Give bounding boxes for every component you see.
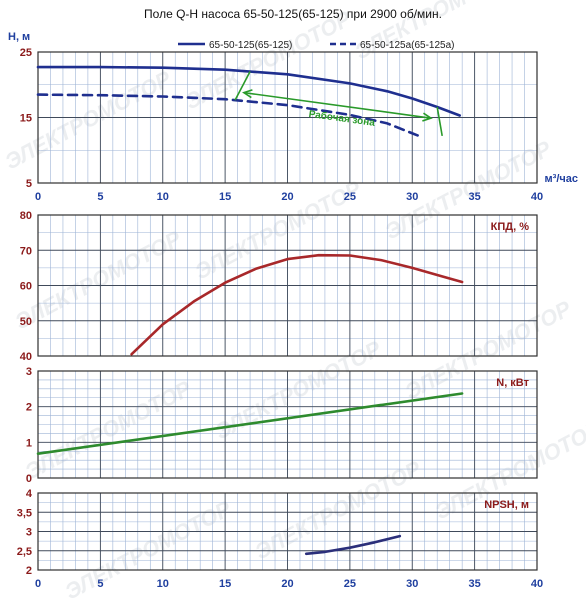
panel-frame	[37, 370, 538, 479]
watermark-text: ЭЛЕКТРОМОТОР	[401, 296, 576, 405]
y-tick-label: 3	[26, 527, 32, 539]
y-tick-label: 80	[20, 210, 32, 222]
x-tick-label: 5	[97, 578, 103, 590]
panel-label: КПД, %	[491, 221, 530, 233]
legend-label-1: 65-50-125(65-125)	[209, 40, 292, 51]
watermark-text: ЭЛЕКТРОМОТОР	[61, 496, 236, 600]
x-tick-label: 15	[219, 191, 231, 203]
chart-title: Поле Q-H насоса 65-50-125(65-125) при 29…	[144, 7, 442, 21]
panel-3: 0 1 2 3 N, кВт	[26, 366, 538, 485]
panel-label: NPSH, м	[484, 499, 529, 511]
panel-frame	[37, 51, 538, 184]
x-tick-label: 0	[35, 578, 41, 590]
watermark-text: ЭЛЕКТРОМОТОР	[11, 226, 186, 335]
working-zone-label: Рабочая зона	[308, 108, 376, 129]
panel-frame	[37, 214, 538, 357]
series-line-2	[36, 93, 420, 138]
x-tick-label: 20	[281, 191, 293, 203]
watermark-text: ЭЛЕКТРОМОТОР	[21, 376, 196, 485]
x-tick-label: 10	[157, 191, 169, 203]
x-tick-label: 40	[531, 578, 543, 590]
y-tick-label: 3	[26, 366, 32, 378]
legend: 65-50-125(65-125) 65-50-125а(65-125а)	[178, 40, 455, 51]
y-tick-label: 15	[20, 113, 32, 125]
x-axis-label: м³/час	[545, 173, 578, 185]
y-tick-label: 1	[26, 437, 32, 449]
x-tick-label: 25	[344, 578, 356, 590]
legend-label-2: 65-50-125а(65-125а)	[360, 40, 455, 51]
x-tick-label: 30	[406, 578, 418, 590]
y-tick-label: 2	[26, 565, 32, 577]
x-tick-label: 25	[344, 191, 356, 203]
y-tick-label: 40	[20, 351, 32, 363]
watermark-text: ЭЛЕКТРОМОТОР	[211, 336, 386, 445]
y-tick-label: 3,5	[17, 507, 32, 519]
x-tick-label: 30	[406, 191, 418, 203]
y-tick-label: 2,5	[17, 546, 32, 558]
panel-label: N, кВт	[496, 377, 529, 389]
panel-frame	[37, 492, 538, 571]
series-line-1	[130, 253, 464, 356]
y-tick-label: 50	[20, 316, 32, 328]
x-tick-label: 40	[531, 191, 543, 203]
y-tick-label: 60	[20, 281, 32, 293]
y-axis-label: H, м	[8, 31, 30, 43]
watermark-text: ЭЛЕКТРОМОТОР	[251, 456, 426, 565]
y-tick-label: 0	[26, 473, 32, 485]
y-tick-label: 2	[26, 402, 32, 414]
y-tick-label: 5	[26, 178, 32, 190]
series-line-1	[36, 65, 461, 117]
x-tick-label: 35	[469, 191, 481, 203]
working-zone-arrow-line	[243, 91, 432, 119]
y-tick-label: 4	[26, 488, 33, 500]
y-tick-label: 70	[20, 245, 32, 257]
x-tick-label: 5	[97, 191, 103, 203]
x-tick-label: 35	[469, 578, 481, 590]
panel-2: 40 50 60 70 80 КПД, %	[20, 210, 538, 363]
x-tick-label: 10	[157, 578, 169, 590]
watermark-text: ЭЛЕКТРОМОТОР	[381, 136, 556, 245]
x-tick-label: 0	[35, 191, 41, 203]
working-zone-arrowhead	[422, 112, 433, 122]
x-tick-label: 15	[219, 578, 231, 590]
x-tick-label: 20	[281, 578, 293, 590]
y-tick-label: 25	[20, 47, 32, 59]
series-line-1	[36, 392, 464, 455]
working-zone-left-boundary	[234, 71, 251, 101]
series-line-1	[304, 534, 402, 556]
working-zone-right-boundary	[436, 106, 443, 136]
working-zone-arrowhead	[242, 89, 253, 99]
